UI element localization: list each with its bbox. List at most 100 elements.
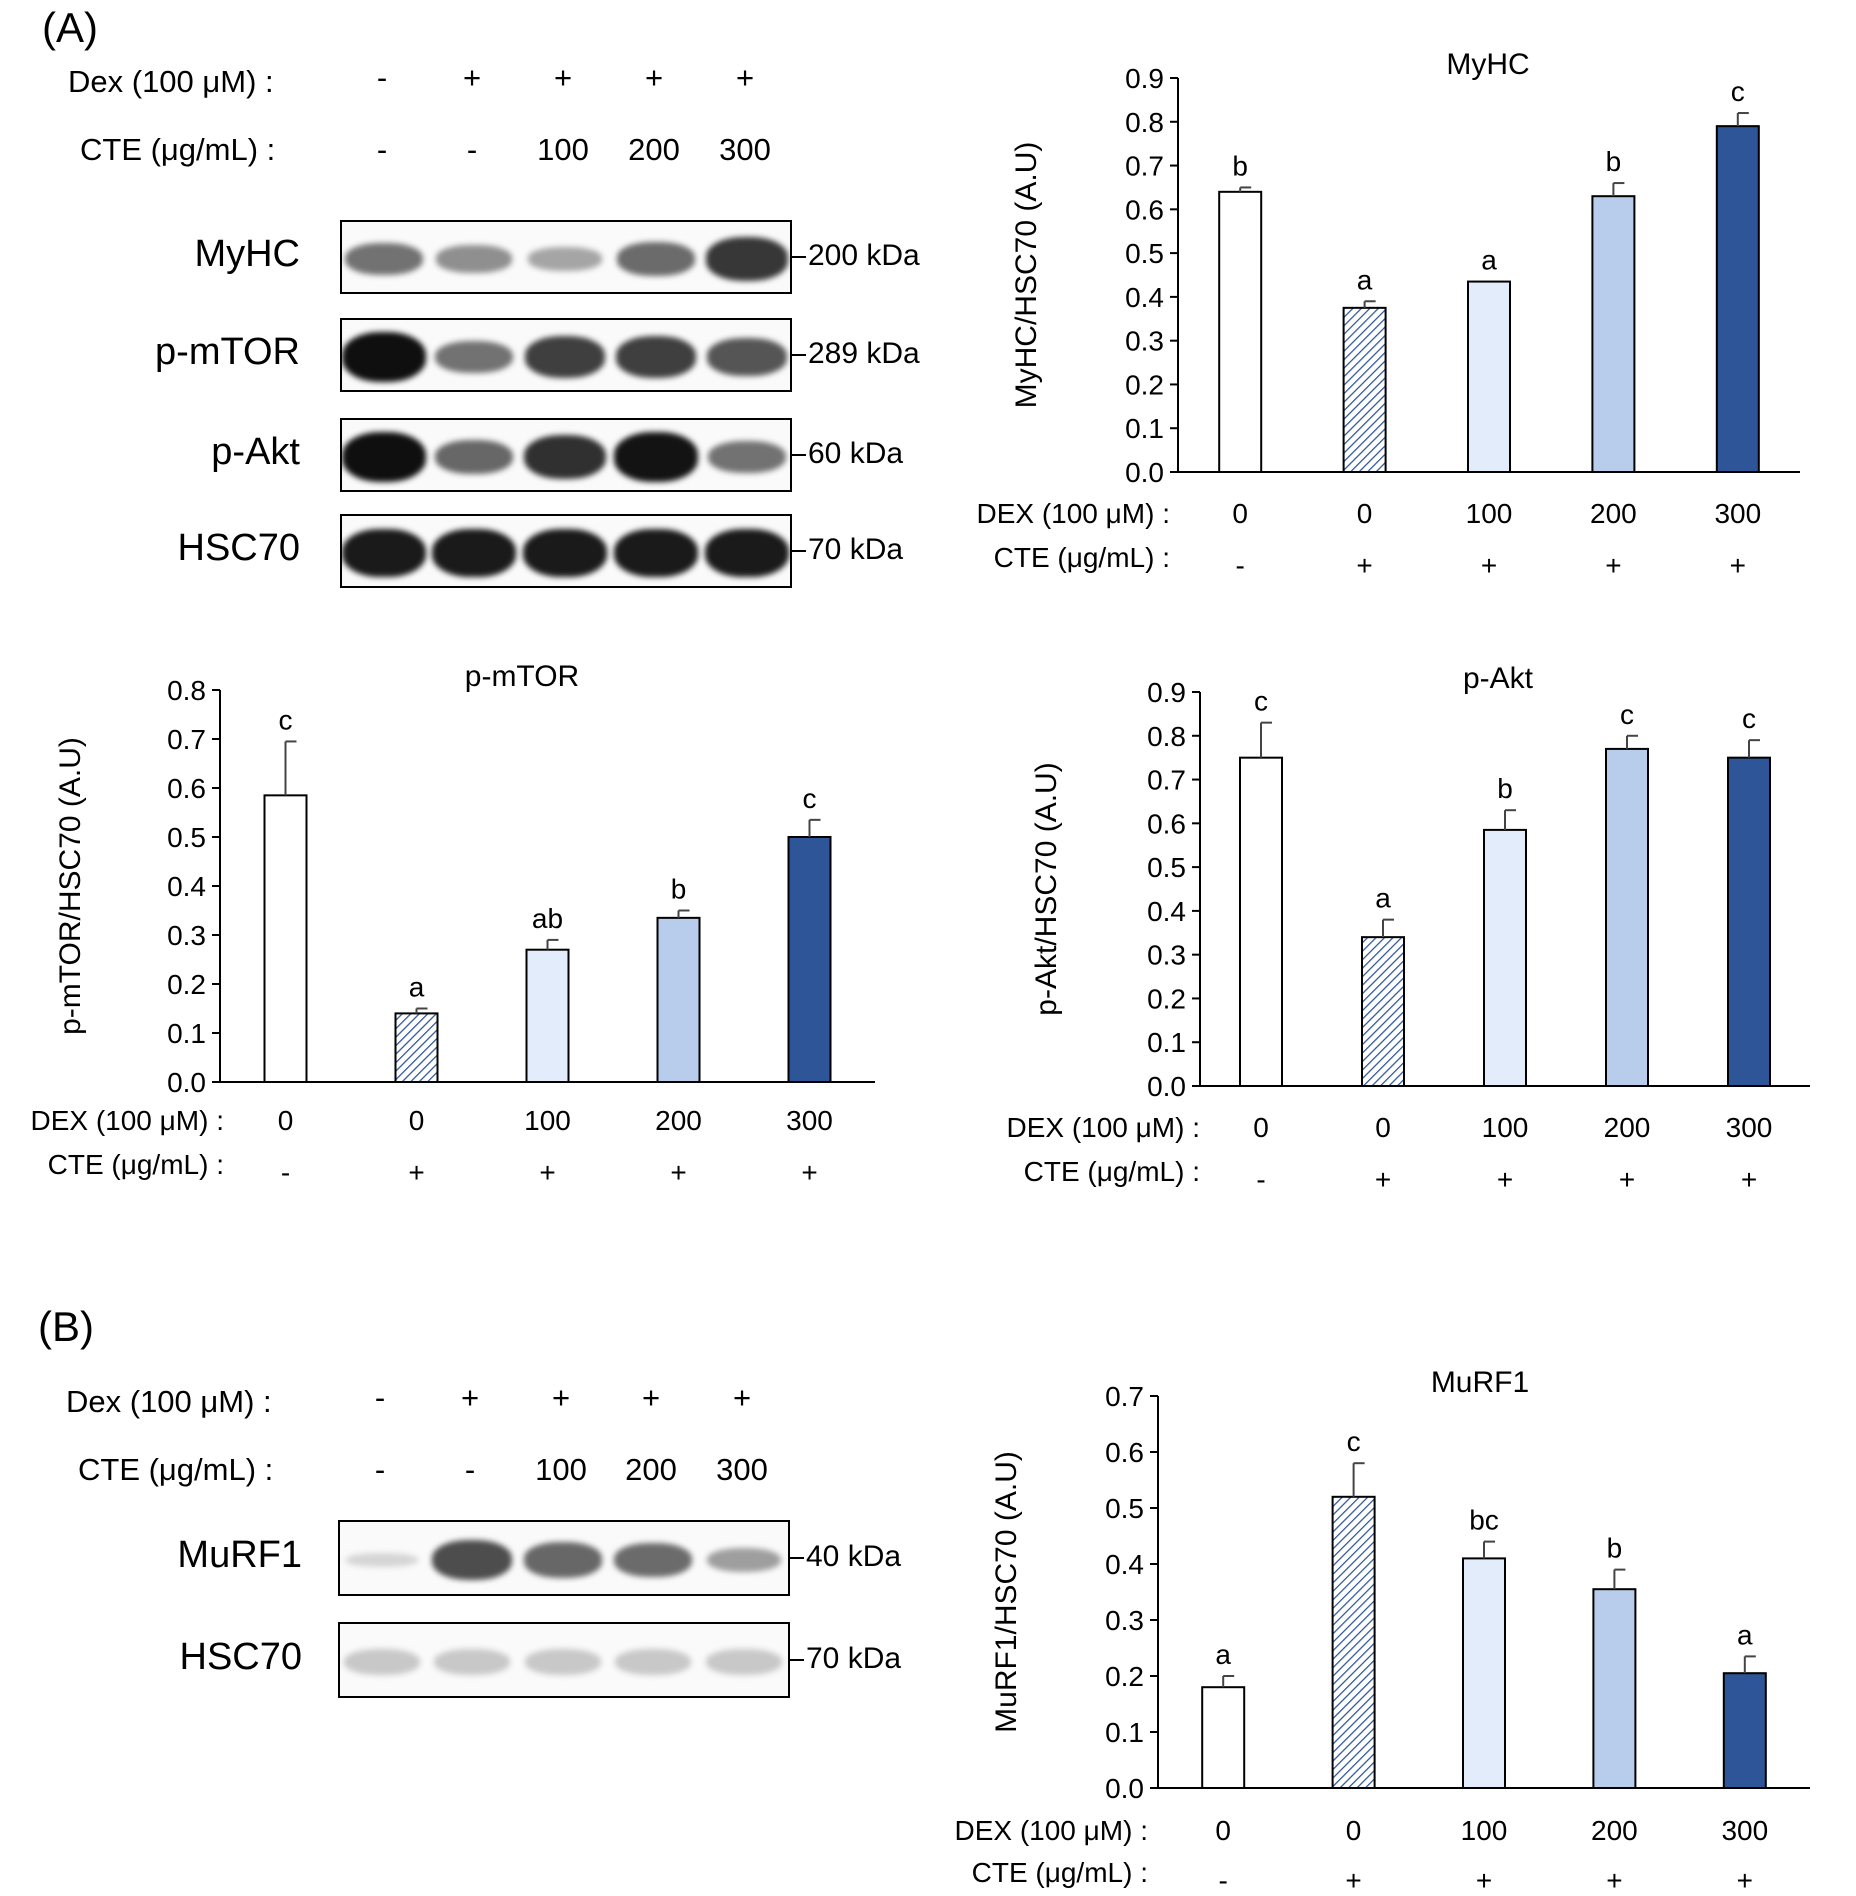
x-value-cte: +: [801, 1157, 817, 1188]
protein-label: HSC70: [177, 527, 301, 569]
blot-band: [431, 1539, 513, 1581]
marker-tick: [792, 454, 806, 456]
x-value-cte: +: [1605, 550, 1621, 581]
significance-letter: a: [409, 972, 425, 1003]
row-label-cte: CTE (μg/mL) :: [994, 542, 1170, 573]
chart-title: p-mTOR: [465, 660, 579, 693]
significance-letter: c: [803, 783, 817, 814]
marker-tick: [792, 550, 806, 552]
y-tick-label: 0.7: [1147, 765, 1186, 796]
y-tick-label: 0.5: [1147, 852, 1186, 883]
y-axis-label: MyHC/HSC70 (A.U): [1010, 142, 1043, 409]
y-tick-label: 0.6: [167, 773, 206, 804]
blot-band: [342, 431, 426, 483]
x-value-dex: 0: [1357, 498, 1373, 529]
bar: [656, 916, 701, 1083]
bar: [1722, 1672, 1767, 1790]
marker-tick: [792, 354, 806, 356]
y-tick-label: 0.7: [1125, 151, 1164, 182]
x-value-cte: -: [1236, 550, 1245, 581]
blot-band: [706, 237, 788, 281]
y-tick-label: 0.3: [1125, 326, 1164, 357]
x-value-dex: 100: [524, 1105, 571, 1136]
row-label-dex: DEX (100 μM) :: [976, 498, 1170, 529]
x-value-dex: 0: [1232, 498, 1248, 529]
blot-band: [523, 528, 607, 578]
x-value-cte: +: [1356, 550, 1372, 581]
dex-value: +: [735, 60, 755, 95]
blot-band: [436, 245, 512, 273]
panel-label-a: (A): [42, 4, 98, 51]
significance-letter: b: [671, 874, 687, 905]
blot-band: [527, 247, 603, 271]
blot-band: [707, 338, 787, 376]
significance-letter: a: [1357, 264, 1373, 295]
blot-band: [435, 340, 513, 374]
x-value-cte: +: [1619, 1164, 1635, 1195]
chart-title: p-Akt: [1463, 662, 1534, 695]
blot-band: [614, 528, 698, 578]
y-tick-label: 0.5: [1125, 238, 1164, 269]
x-value-cte: +: [1476, 1865, 1492, 1896]
y-tick-label: 0.4: [1147, 896, 1186, 927]
bar: [394, 1012, 439, 1083]
row-label-cte: CTE (μg/mL) :: [48, 1149, 224, 1180]
cte-value: 300: [719, 132, 771, 167]
blot-band: [342, 331, 426, 383]
bar: [1591, 195, 1636, 473]
marker-tick: [790, 1557, 804, 1559]
x-value-dex: 300: [1726, 1112, 1773, 1143]
blot-band: [613, 1542, 693, 1578]
significance-letter: b: [1232, 150, 1248, 181]
blot-band: [524, 336, 606, 378]
bar: [1239, 756, 1283, 1088]
x-value-dex: 0: [1253, 1112, 1269, 1143]
bar: [1483, 828, 1527, 1087]
blot-strip: [338, 1622, 790, 1698]
kda-label: 70 kDa: [806, 1642, 902, 1675]
x-value-cte: +: [1741, 1164, 1757, 1195]
blot-band: [523, 1542, 603, 1578]
chart-p-mtor: p-mTOR p-mTOR/HSC70 (A.U) 0.0 0.1 0.2 0.3 0.4 0…: [30, 660, 875, 1188]
y-tick-label: 0.8: [1147, 721, 1186, 752]
cte-value: 100: [537, 132, 589, 167]
kda-label: 60 kDa: [808, 437, 904, 470]
significance-letter: a: [1375, 883, 1391, 914]
significance-letter: ab: [532, 903, 563, 934]
y-tick-label: 0.5: [1105, 1493, 1144, 1524]
x-value-dex: 200: [1591, 1815, 1638, 1846]
y-tick-label: 0.9: [1147, 677, 1186, 708]
blot-strip: [338, 1520, 790, 1596]
y-axis-label: p-mTOR/HSC70 (A.U): [54, 737, 87, 1035]
x-value-cte: +: [539, 1157, 555, 1188]
blot-band: [616, 242, 696, 276]
bar: [1715, 125, 1760, 474]
protein-label: p-Akt: [211, 431, 300, 473]
kda-label: 40 kDa: [806, 1540, 902, 1573]
cte-value: -: [466, 132, 478, 167]
x-value-dex: 300: [786, 1105, 833, 1136]
blot-strip: [340, 514, 792, 588]
y-tick-label: 0.0: [167, 1067, 206, 1098]
blot-band: [706, 1648, 782, 1676]
blot-band: [525, 1648, 601, 1676]
row-label-dex: DEX (100 μM) :: [1006, 1112, 1200, 1143]
marker-tick: [792, 256, 806, 258]
y-tick-label: 0.7: [167, 724, 206, 755]
y-tick-label: 0.7: [1105, 1381, 1144, 1412]
cte-value: 100: [535, 1452, 587, 1487]
x-value-dex: 0: [409, 1105, 425, 1136]
blot-band: [705, 528, 789, 578]
cte-value: 200: [628, 132, 680, 167]
protein-label: HSC70: [179, 1636, 303, 1678]
y-tick-label: 0.0: [1147, 1071, 1186, 1102]
x-value-cte: -: [1256, 1164, 1265, 1195]
bar: [1361, 936, 1405, 1087]
x-value-cte: +: [1481, 550, 1497, 581]
bar: [1218, 190, 1263, 473]
significance-letter: a: [1737, 1619, 1753, 1650]
y-tick-label: 0.2: [1125, 369, 1164, 400]
panel-label-b: (B): [38, 1303, 94, 1350]
y-tick-label: 0.9: [1125, 63, 1164, 94]
x-value-dex: 0: [278, 1105, 294, 1136]
